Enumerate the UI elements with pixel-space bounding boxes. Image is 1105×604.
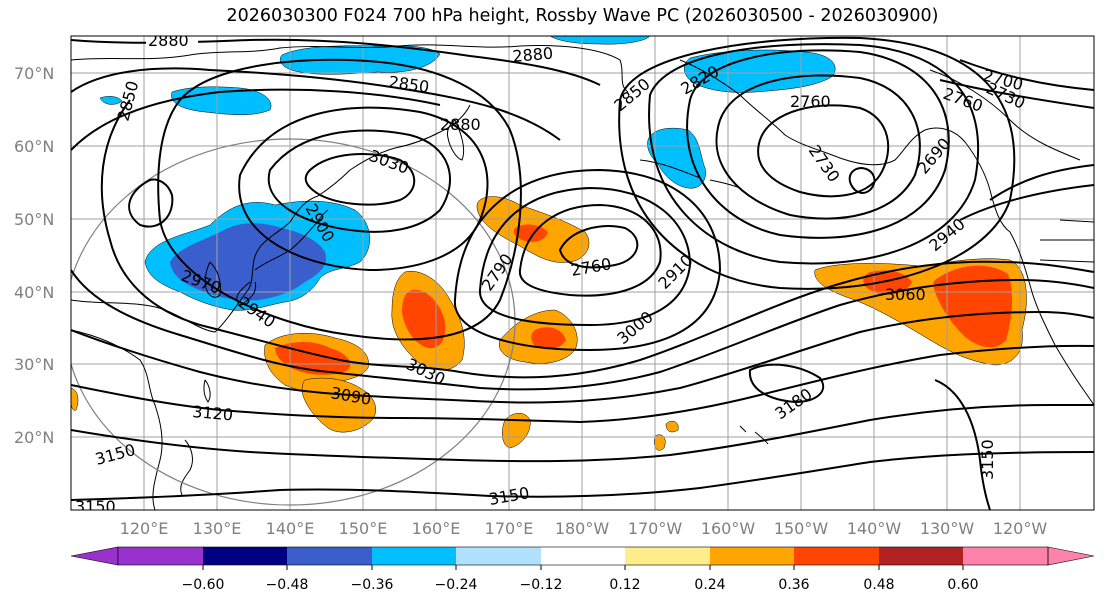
map-frame [70,35,1095,511]
lat-label: 50°N [14,210,54,229]
figure-title: 2026030300 F024 700 hPa height, Rossby W… [226,6,939,26]
colorbar-segment [794,547,879,565]
colorbar-segment [118,547,203,565]
lon-label: 160°W [701,519,756,538]
contour-label: 2880 [148,31,189,50]
lon-label: 120°W [993,519,1048,538]
lat-label: 30°N [14,355,54,374]
coast-philippines [180,439,193,496]
lon-label: 140°E [266,519,315,538]
colorbar-segment [203,547,287,565]
lon-label: 180°W [555,519,610,538]
lon-label: 150°W [774,519,829,538]
coast-alaska [679,59,1011,233]
colorbar-segment [963,547,1048,565]
graticule [71,36,1094,510]
lat-label: 40°N [14,283,54,302]
pos-anomaly-central-core [402,289,446,349]
colorbar-tick: 0.12 [609,577,640,593]
colorbar-tick: 0.60 [947,577,978,593]
pos-anomaly-ne-core [863,265,1013,348]
neg-anomaly-north-3 [99,96,123,105]
lon-label: 160°E [412,519,461,538]
colorbar-segment [710,547,794,565]
pos-anomaly-subtropic-3-core [531,327,566,350]
lat-label: 70°N [14,64,54,83]
height-contours [71,36,1094,510]
lon-label: 150°E [339,519,388,538]
colorbar-segment [372,547,456,565]
colorbar-segment [541,547,625,565]
coast-taiwan [203,379,211,403]
contour-label: 2760 [790,92,831,111]
contour-label: 2880 [512,44,554,66]
projection-circle [71,138,516,506]
contour-label: 2880 [440,115,481,134]
latitude-labels: 70°N 60°N 50°N 40°N 30°N 20°N [14,64,54,447]
colorbar-tick: −0.48 [266,577,309,593]
lon-label: 130°E [193,519,242,538]
colorbar-tick: −0.24 [435,577,478,593]
coast-siberia [71,44,629,93]
colorbar-segment [456,547,541,565]
coast-japan [236,209,329,306]
colorbar-segment [879,547,963,565]
coast-korea [204,261,221,298]
lon-label: 170°W [628,519,683,538]
anomaly-shading [71,36,1027,451]
longitude-labels: 120°E 130°E 140°E 150°E 160°E 170°E 180°… [120,519,1048,538]
lat-label: 20°N [14,428,54,447]
colorbar-tick: 0.24 [694,577,725,593]
contour-label: 3120 [192,402,234,424]
colorbar-segment [625,547,710,565]
coast-islands-1 [929,69,1081,161]
colorbar-tick: −0.60 [182,577,225,593]
colorbar-tick: 0.36 [778,577,809,593]
neg-anomaly-top [549,36,651,45]
pos-anomaly-kamchatka-core [513,224,548,242]
contour-label: 3150 [75,497,116,516]
lon-label: 130°W [920,519,975,538]
colorbar-tick: 0.48 [863,577,894,593]
colorbar-extend-left [70,546,119,566]
lon-label: 120°E [120,519,169,538]
coast-kamchatka [447,119,465,161]
neg-anomaly-north-2 [171,86,272,116]
coast-canada-border [1039,219,1094,263]
contour-label: 3060 [885,285,926,304]
colorbar-tick: −0.36 [351,577,394,593]
lon-label: 140°W [847,519,902,538]
contour-label: 3150 [978,439,997,480]
neg-anomaly-japan-core [170,223,327,301]
colorbar-segment [287,547,372,565]
pos-anomaly-small-3 [665,420,679,433]
lat-label: 60°N [14,137,54,156]
coast-hawaii [739,425,769,445]
colorbar-tick: −0.12 [520,577,563,593]
colorbar-extend-right [1047,546,1095,566]
lon-label: 170°E [485,519,534,538]
coast-north-america-west [1009,231,1094,406]
colorbar: −0.60 −0.48 −0.36 −0.24 −0.12 0.12 0.24 … [70,546,1095,593]
